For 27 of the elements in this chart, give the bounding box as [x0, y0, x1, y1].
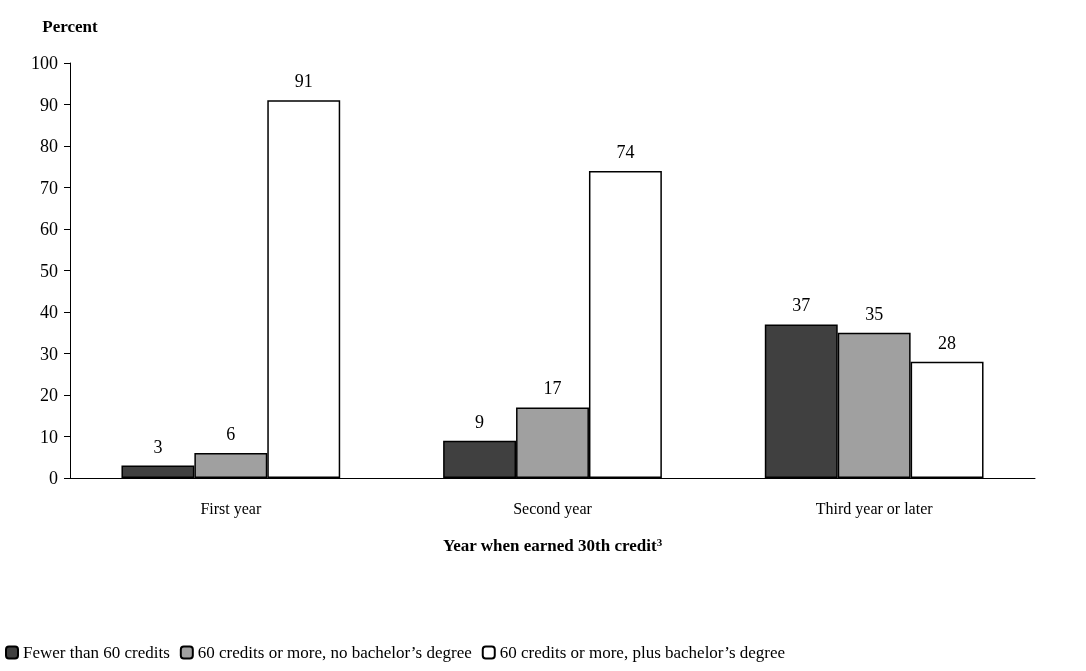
data-label: 91	[294, 71, 313, 92]
y-tick-label: 90	[40, 94, 58, 115]
legend-label: Fewer than 60 credits	[23, 643, 170, 662]
data-label: 3	[153, 436, 163, 457]
y-tick-label: 0	[49, 468, 58, 488]
y-tick-label: 50	[40, 260, 58, 281]
y-axis-title: Percent	[42, 17, 99, 36]
x-tick-label: Second year	[513, 499, 593, 518]
data-label: 74	[616, 141, 635, 162]
x-tick-label: First year	[200, 499, 262, 518]
data-label: 17	[543, 378, 562, 399]
y-tick-label: 60	[40, 219, 58, 239]
y-tick-label: 40	[40, 302, 58, 322]
y-tick-label: 10	[40, 426, 58, 447]
data-label: 37	[792, 295, 811, 316]
y-tick-label: 70	[40, 177, 58, 198]
data-label: 35	[865, 303, 884, 324]
data-label: 6	[226, 424, 236, 445]
y-tick-label: 30	[40, 343, 58, 364]
y-tick-label: 100	[31, 53, 58, 73]
x-tick-label: Third year or later	[815, 499, 934, 518]
y-tick-label: 20	[40, 385, 58, 405]
legend-label: 60 credits or more, no bachelor’s degree	[197, 643, 472, 662]
legend-label: 60 credits or more, plus bachelor’s degree	[499, 643, 786, 662]
data-label: 28	[938, 332, 957, 353]
data-label: 9	[475, 411, 485, 432]
y-tick-label: 80	[40, 136, 58, 156]
